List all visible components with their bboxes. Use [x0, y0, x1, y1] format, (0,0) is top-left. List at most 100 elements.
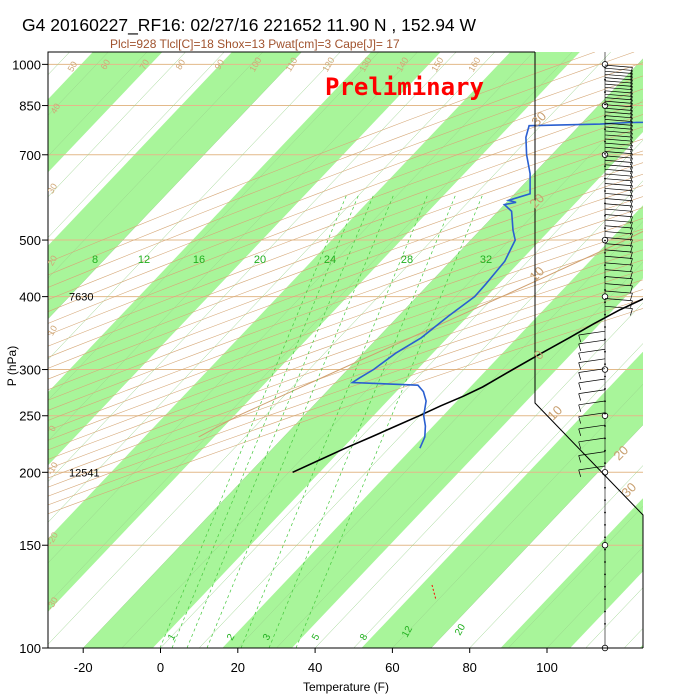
wind-barb-flag — [630, 67, 633, 75]
height-annotation: 7630 — [69, 292, 93, 304]
dry-adiabat — [48, 126, 643, 347]
isotherm — [392, 383, 643, 648]
wind-barb — [578, 389, 606, 394]
wind-barb — [604, 159, 633, 163]
x-tick-label: 80 — [462, 660, 476, 675]
wind-dot — [604, 536, 606, 539]
wind-barb — [604, 155, 633, 159]
dry-adiabat — [48, 259, 643, 470]
isotherm — [48, 52, 225, 238]
isotherm — [353, 343, 643, 648]
wind-barb — [578, 437, 606, 443]
wind-dot — [604, 449, 606, 452]
wind-barb — [604, 67, 633, 71]
mixing-ratio-label: 12 — [400, 624, 415, 640]
wind-barb-flag — [630, 300, 633, 308]
isotherm — [48, 52, 341, 360]
wind-barb — [604, 198, 633, 202]
wind-barb-flag — [630, 308, 633, 316]
wind-barb — [604, 214, 633, 218]
isotherm — [48, 52, 534, 564]
wind-barb — [604, 64, 633, 68]
wind-dot — [604, 153, 606, 155]
y-axis-title: P (hPa) — [5, 346, 19, 386]
x-axis-title: Temperature (F) — [303, 680, 389, 694]
wind-barb — [604, 107, 633, 111]
dry-adiabat — [48, 114, 643, 336]
wind-barb — [604, 134, 633, 138]
wind-barb — [604, 87, 633, 91]
wind-barb-flag — [630, 278, 633, 286]
temperature-band — [639, 644, 643, 648]
dry-adiabat — [48, 218, 643, 431]
wind-barb-flag — [630, 86, 633, 94]
wind-barb-flag — [630, 185, 633, 193]
isotherm — [546, 546, 643, 648]
wind-barb — [604, 173, 633, 177]
green-band-label: 20 — [254, 254, 266, 266]
mixing-ratio-label: 2 — [225, 632, 238, 643]
dry-adiabat — [48, 162, 643, 380]
wind-barb-flag — [630, 211, 633, 219]
wind-barb-flag — [578, 343, 582, 351]
wind-barb — [578, 358, 606, 363]
wind-barb-flag — [630, 82, 633, 91]
x-tick-label: 20 — [231, 660, 245, 675]
isotherm — [276, 261, 643, 648]
wind-barb-flag — [630, 137, 633, 145]
wind-dot — [604, 190, 606, 192]
wind-dot — [604, 301, 606, 304]
wind-barb-flag — [630, 141, 633, 149]
wind-barb-flag — [630, 106, 633, 114]
wind-barb-flag — [630, 121, 633, 129]
wind-barb — [578, 368, 606, 373]
wind-dot — [604, 561, 606, 563]
wind-barb — [604, 168, 633, 172]
wind-barb-column — [578, 52, 633, 652]
wind-dot — [604, 91, 606, 93]
wind-dot — [604, 276, 606, 279]
isotherm — [469, 465, 643, 648]
wind-dot — [604, 66, 606, 69]
wind-barb — [604, 283, 633, 287]
mixing-ratio-line — [206, 193, 395, 648]
profile-series — [292, 121, 643, 601]
wind-barb-flag — [630, 153, 633, 161]
y-tick-label: 150 — [19, 538, 41, 553]
dry-adiabat — [48, 52, 635, 276]
wind-dot — [604, 115, 606, 118]
wind-dot — [604, 462, 606, 464]
wind-barb-flag — [630, 96, 633, 104]
wind-barb-flag — [578, 416, 582, 424]
y-tick-label: 850 — [19, 99, 41, 114]
wind-barb-flag — [578, 382, 582, 390]
wind-dot — [604, 313, 606, 316]
isotherm — [121, 99, 643, 648]
wind-barb — [604, 74, 633, 78]
preliminary-watermark: Preliminary — [325, 73, 484, 101]
dry-adiabat — [48, 173, 643, 391]
adiabat-label: 20 — [46, 254, 60, 268]
wind-barb — [578, 378, 606, 384]
wind-barb — [604, 203, 633, 207]
temperature-band — [500, 498, 643, 648]
wind-barb — [604, 243, 633, 247]
y-tick-label: 250 — [19, 409, 41, 424]
adiabat-label: 0 — [47, 424, 58, 433]
temperature-band — [361, 351, 643, 648]
wind-barb — [578, 330, 606, 336]
dry-adiabat — [48, 150, 643, 369]
wind-barb — [604, 115, 633, 119]
wind-barb-flag — [630, 70, 633, 78]
x-tick-label: 100 — [536, 660, 558, 675]
mixing-ratio-line — [159, 193, 348, 648]
wind-barb-flag — [630, 133, 633, 141]
wind-barb-flag — [630, 252, 633, 260]
wind-barb-flag — [630, 99, 633, 107]
wind-dot — [604, 425, 606, 427]
wind-barb-flag — [578, 455, 582, 463]
dewpoint-profile-line — [349, 121, 643, 449]
dry-adiabat — [48, 239, 643, 451]
wind-barb — [604, 70, 633, 74]
wind-dot — [604, 289, 606, 291]
